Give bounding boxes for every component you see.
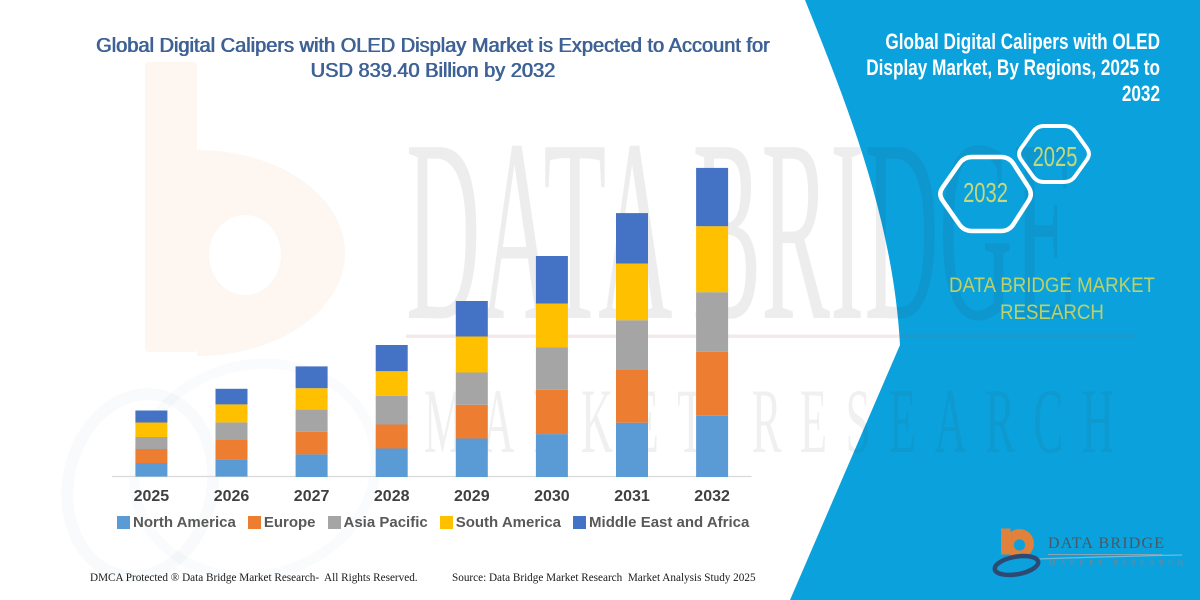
svg-text:MARKET RESEARCH: MARKET RESEARCH	[424, 371, 1132, 473]
